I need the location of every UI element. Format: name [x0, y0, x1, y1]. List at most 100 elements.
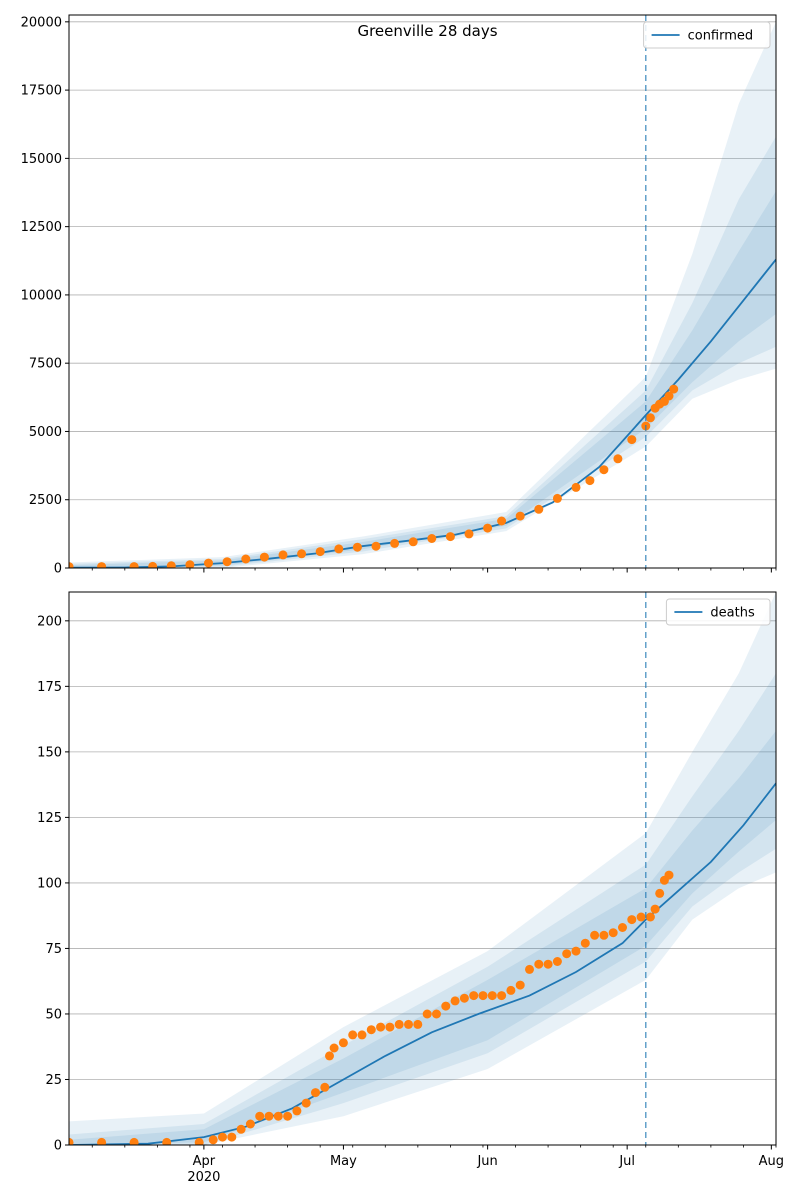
observed-point	[585, 476, 595, 486]
observed-point	[552, 957, 562, 966]
observed-point	[669, 384, 679, 394]
model-line-deaths	[69, 782, 776, 1145]
observed-point	[664, 870, 674, 880]
plot-area	[69, 592, 776, 1145]
observed-point	[525, 964, 534, 974]
y-tick-label: 25	[45, 1073, 62, 1088]
y-tick-label: 10000	[21, 288, 62, 303]
y-grid	[69, 21, 776, 569]
observed-point	[590, 930, 600, 940]
observed-point	[608, 928, 618, 938]
observed-point	[478, 991, 488, 1001]
observed-point	[497, 991, 507, 1001]
uncertainty-band-3	[69, 730, 776, 1145]
observed-point	[222, 557, 232, 567]
observed-point	[422, 1009, 432, 1019]
observed-point	[208, 1135, 218, 1145]
observed-point	[162, 1137, 172, 1145]
observed-point	[645, 413, 655, 423]
observed-point	[445, 532, 455, 542]
y-tick-label: 50	[45, 1007, 62, 1022]
observed-point	[571, 946, 581, 956]
observed-point	[194, 1137, 204, 1145]
chart-title: Greenville 28 days	[357, 22, 497, 40]
axes-frame	[68, 14, 777, 569]
observed-point	[390, 538, 400, 548]
x-axis	[91, 568, 777, 573]
observed-point	[264, 1111, 274, 1121]
observed-point	[297, 549, 307, 559]
observed-point	[571, 482, 581, 492]
x-tick-label: Apr	[193, 1154, 216, 1169]
observed-point	[506, 985, 516, 995]
y-tick-label: 2500	[29, 493, 62, 508]
legend: deaths	[665, 598, 771, 626]
observed-point	[464, 529, 474, 539]
observed-point	[450, 996, 460, 1006]
observed-point	[245, 1119, 255, 1129]
observed-point	[385, 1022, 395, 1032]
y-tick-label: 100	[37, 876, 62, 891]
observed-point	[664, 391, 674, 401]
observed-point	[441, 1001, 451, 1011]
legend: confirmed	[643, 21, 771, 49]
x-tick-label: May	[330, 1154, 357, 1169]
observed-point	[645, 912, 655, 922]
legend-box	[643, 21, 771, 49]
observed-point	[483, 523, 493, 533]
observed-point	[218, 1132, 227, 1142]
observed-point	[599, 930, 609, 940]
observed-point	[338, 1038, 348, 1048]
observed-point	[627, 435, 637, 445]
y-axis: 0 2500 5000 7500 10000 12500 15000 17500 20000	[21, 15, 69, 577]
uncertainty-band-1	[69, 21, 776, 568]
observed-point	[636, 912, 646, 922]
uncertainty-band-2	[69, 673, 776, 1145]
observed-point	[69, 562, 74, 568]
observed-point	[357, 1030, 367, 1040]
observed-point	[129, 1137, 139, 1145]
y-tick-label: 20000	[21, 15, 62, 30]
observed-point	[292, 1106, 302, 1116]
observed-point	[273, 1111, 283, 1121]
observed-point	[618, 923, 627, 932]
observed-point	[371, 541, 381, 551]
uncertainty-band-3	[69, 191, 776, 568]
observed-point	[311, 1088, 320, 1098]
observed-points	[69, 870, 674, 1145]
observed-point	[166, 561, 176, 568]
y-tick-label: 12500	[21, 220, 62, 235]
observed-point	[204, 558, 213, 568]
plot-area	[69, 21, 776, 568]
observed-point	[366, 1025, 376, 1035]
observed-point	[613, 454, 623, 464]
legend-box	[665, 598, 771, 626]
observed-point	[552, 493, 562, 503]
observed-point	[241, 554, 251, 564]
x-tick-label: Jun	[476, 1154, 497, 1169]
observed-point	[543, 959, 553, 969]
y-tick-label: 200	[37, 614, 62, 629]
observed-point	[315, 547, 325, 557]
y-tick-label: 17500	[21, 84, 62, 99]
legend-label: deaths	[710, 606, 755, 621]
observed-point	[325, 1051, 334, 1061]
observed-point	[301, 1098, 311, 1108]
observed-point	[348, 1030, 358, 1040]
observed-point	[129, 562, 139, 568]
observed-point	[534, 504, 544, 514]
observed-point	[413, 1019, 423, 1029]
y-tick-label: 125	[37, 811, 62, 826]
uncertainty-band-1	[69, 592, 776, 1145]
observed-point	[255, 1111, 265, 1121]
y-tick-label: 7500	[29, 357, 62, 372]
y-tick-label: 0	[54, 1139, 62, 1154]
observed-point	[427, 534, 437, 543]
observed-point	[562, 949, 572, 959]
observed-point	[69, 1137, 74, 1145]
observed-point	[283, 1111, 293, 1121]
observed-point	[408, 537, 418, 547]
y-tick-label: 5000	[29, 425, 62, 440]
observed-point	[404, 1019, 413, 1029]
